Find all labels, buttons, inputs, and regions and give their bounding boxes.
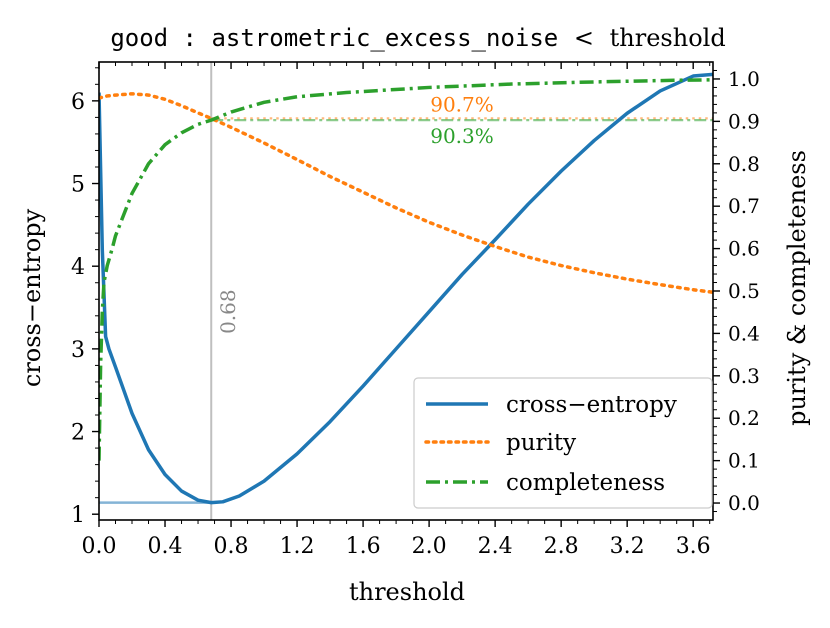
series-line-completeness: [99, 78, 713, 461]
chart-title: good : astrometric_excess_noise < thresh…: [110, 24, 725, 52]
x-tick-label: 3.2: [610, 534, 645, 559]
legend-label-purity: purity: [506, 430, 576, 456]
y-left-tick-label: 1: [71, 503, 85, 528]
series-layer: [99, 72, 713, 505]
title-code: good : astrometric_excess_noise: [110, 24, 558, 52]
y-right-tick-label: 0.1: [728, 449, 760, 473]
x-tick-label: 0.8: [214, 534, 249, 559]
y-right-tick-label: 0.5: [728, 279, 760, 303]
series-line-cross-entropy: [99, 72, 713, 505]
title-text: threshold: [610, 24, 726, 52]
legend-label-cross-entropy: cross−entropy: [506, 392, 677, 418]
legend: cross−entropy purity completeness: [413, 377, 713, 509]
x-tick-label: 0.0: [82, 534, 117, 559]
x-tick-label: 2.4: [478, 534, 513, 559]
y-left-tick-label: 5: [71, 173, 85, 198]
x-tick-label: 1.6: [346, 534, 381, 559]
title-operator: <: [574, 24, 594, 52]
y-left-tick-label: 3: [71, 338, 85, 363]
y-right-tick-label: 0.8: [728, 152, 760, 176]
y-right-tick-label: 0.4: [728, 321, 760, 345]
x-tick-label: 2.8: [544, 534, 579, 559]
threshold-label: 0.68: [216, 289, 240, 334]
y-right-tick-label: 0.7: [728, 194, 760, 218]
y-axis-label-left: cross−entropy: [18, 208, 46, 387]
y-axis-label-right: purity & completeness: [783, 150, 811, 426]
plot-layer: 0.68 90.7% 90.3%: [99, 62, 713, 520]
x-tick-label: 2.0: [412, 534, 447, 559]
annotation-completeness: 90.3%: [430, 124, 494, 148]
y-right-tick-label: 0.0: [728, 491, 760, 515]
y-right-tick-label: 0.3: [728, 364, 760, 388]
annotation-purity: 90.7%: [430, 92, 494, 116]
y-left-tick-label: 6: [71, 90, 85, 115]
legend-frame: [413, 377, 713, 509]
x-tick-label: 1.2: [280, 534, 315, 559]
x-tick-label: 3.6: [676, 534, 711, 559]
y-right-tick-label: 1.0: [728, 67, 760, 91]
legend-label-completeness: completeness: [506, 470, 665, 496]
y-right-tick-label: 0.2: [728, 406, 760, 430]
y-left-tick-label: 4: [71, 255, 85, 280]
y-right-tick-label: 0.6: [728, 237, 760, 261]
y-left-tick-label: 2: [71, 421, 85, 446]
series-line-purity: [99, 92, 713, 295]
y-right-tick-label: 0.9: [728, 109, 760, 133]
x-tick-label: 0.4: [148, 534, 183, 559]
x-axis-label: threshold: [349, 578, 465, 606]
axes-layer: 0.0 0.4 0.8 1.2 1.6 2.0 2.4 2.8 3.2 3.6 1 2 3 4 5 6 0.0 0…: [71, 61, 760, 559]
